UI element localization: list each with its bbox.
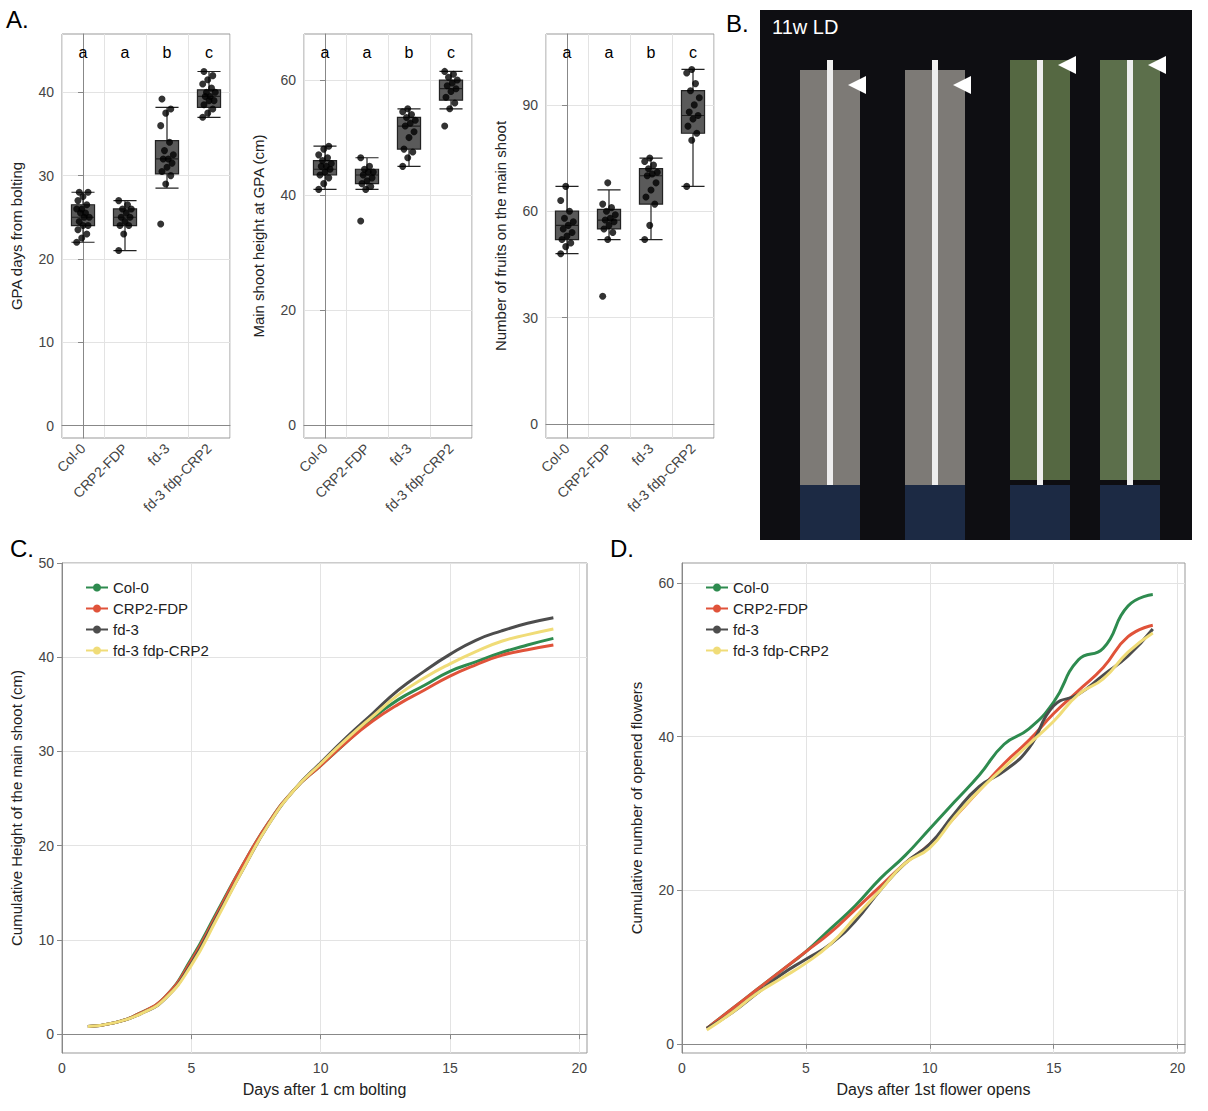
svg-text:20: 20	[1170, 1060, 1186, 1076]
svg-text:60: 60	[658, 575, 674, 591]
svg-text:90: 90	[522, 97, 538, 113]
svg-text:5: 5	[187, 1060, 195, 1076]
svg-text:CRP2-FDP: CRP2-FDP	[554, 440, 615, 501]
svg-text:0: 0	[678, 1060, 686, 1076]
svg-text:a: a	[79, 44, 88, 61]
html-text:D.: D.	[610, 535, 634, 562]
svg-text:10: 10	[922, 1060, 938, 1076]
svg-text:15: 15	[1046, 1060, 1062, 1076]
svg-text:15: 15	[442, 1060, 458, 1076]
svg-text:b: b	[405, 44, 414, 61]
svg-text:30: 30	[522, 310, 538, 326]
svg-text:fd-3: fd-3	[733, 621, 759, 638]
svg-text:fd-3 fdp-CRP2: fd-3 fdp-CRP2	[140, 440, 215, 515]
svg-text:GPA days from bolting: GPA days from bolting	[8, 162, 25, 310]
svg-text:fd-3: fd-3	[113, 621, 139, 638]
svg-text:fd-3: fd-3	[386, 440, 415, 469]
svg-text:0: 0	[46, 1026, 54, 1042]
svg-text:40: 40	[38, 84, 54, 100]
svg-text:40: 40	[658, 729, 674, 745]
svg-text:fd-3: fd-3	[144, 440, 173, 469]
html-text:11w LD: 11w LD	[772, 16, 839, 38]
svg-text:Col-0: Col-0	[113, 579, 149, 596]
svg-text:CRP2-FDP: CRP2-FDP	[70, 440, 131, 501]
svg-text:Col-0: Col-0	[538, 440, 573, 475]
svg-text:20: 20	[280, 302, 296, 318]
svg-text:c: c	[689, 44, 697, 61]
svg-text:Cumulative Height of the main: Cumulative Height of the main shoot (cm)	[8, 670, 25, 946]
svg-text:Col-0: Col-0	[733, 579, 769, 596]
html-text:C.: C.	[10, 535, 34, 562]
svg-text:Days after 1st flower opens: Days after 1st flower opens	[837, 1081, 1031, 1098]
svg-text:20: 20	[38, 838, 54, 854]
svg-text:10: 10	[38, 334, 54, 350]
svg-text:CRP2-FDP: CRP2-FDP	[733, 600, 808, 617]
svg-text:20: 20	[571, 1060, 587, 1076]
svg-text:0: 0	[666, 1036, 674, 1052]
svg-text:0: 0	[46, 418, 54, 434]
svg-text:c: c	[205, 44, 213, 61]
html-text:A.: A.	[6, 6, 29, 33]
svg-text:30: 30	[38, 743, 54, 759]
svg-text:0: 0	[288, 417, 296, 433]
svg-text:40: 40	[280, 187, 296, 203]
svg-text:Col-0: Col-0	[296, 440, 331, 475]
svg-text:fd-3 fdp-CRP2: fd-3 fdp-CRP2	[624, 440, 699, 515]
svg-text:a: a	[563, 44, 572, 61]
svg-text:CRP2-FDP: CRP2-FDP	[312, 440, 373, 501]
html-text:B.: B.	[726, 10, 749, 37]
svg-text:30: 30	[38, 168, 54, 184]
svg-text:Main shoot height at GPA (cm): Main shoot height at GPA (cm)	[250, 134, 267, 337]
svg-text:b: b	[163, 44, 172, 61]
svg-text:Number of fruits on the main s: Number of fruits on the main shoot	[492, 120, 509, 351]
svg-text:Days after 1 cm bolting: Days after 1 cm bolting	[243, 1081, 407, 1098]
svg-text:10: 10	[38, 932, 54, 948]
svg-text:0: 0	[530, 416, 538, 432]
svg-text:fd-3 fdp-CRP2: fd-3 fdp-CRP2	[382, 440, 457, 515]
svg-text:50: 50	[38, 555, 54, 571]
svg-text:fd-3 fdp-CRP2: fd-3 fdp-CRP2	[733, 642, 829, 659]
svg-text:60: 60	[280, 72, 296, 88]
svg-text:5: 5	[802, 1060, 810, 1076]
svg-text:40: 40	[38, 649, 54, 665]
svg-text:10: 10	[313, 1060, 329, 1076]
svg-text:Cumulative number of opened fl: Cumulative number of opened flowers	[628, 682, 645, 935]
svg-text:20: 20	[658, 882, 674, 898]
svg-text:a: a	[321, 44, 330, 61]
svg-text:a: a	[605, 44, 614, 61]
svg-text:60: 60	[522, 203, 538, 219]
svg-text:c: c	[447, 44, 455, 61]
svg-text:CRP2-FDP: CRP2-FDP	[113, 600, 188, 617]
svg-text:b: b	[647, 44, 656, 61]
svg-text:fd-3: fd-3	[628, 440, 657, 469]
svg-text:a: a	[121, 44, 130, 61]
svg-text:0: 0	[58, 1060, 66, 1076]
svg-text:20: 20	[38, 251, 54, 267]
svg-text:a: a	[363, 44, 372, 61]
svg-text:Col-0: Col-0	[54, 440, 89, 475]
svg-text:fd-3 fdp-CRP2: fd-3 fdp-CRP2	[113, 642, 209, 659]
